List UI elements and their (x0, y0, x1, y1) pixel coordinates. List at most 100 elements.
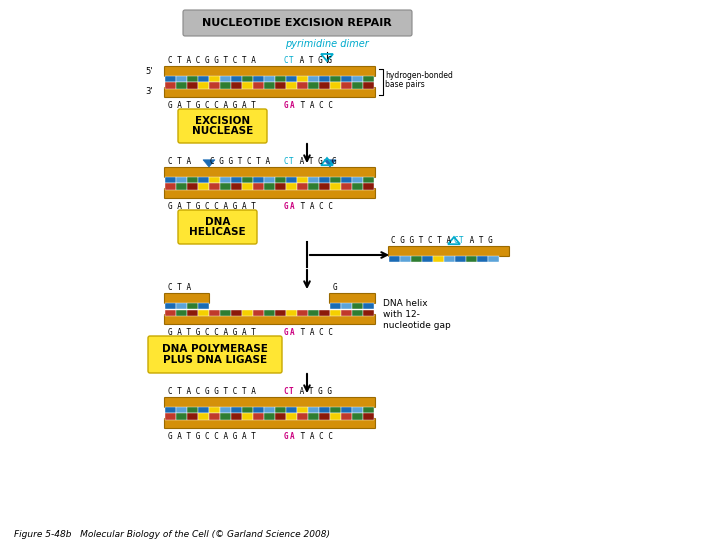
Bar (308, 413, 318, 420)
Bar (231, 76, 241, 82)
Bar (176, 183, 186, 190)
Text: NUCLEOTIDE EXCISION REPAIR: NUCLEOTIDE EXCISION REPAIR (202, 18, 392, 28)
Bar (364, 183, 374, 190)
FancyBboxPatch shape (330, 294, 376, 303)
Text: base pairs: base pairs (385, 80, 425, 89)
Text: A: A (290, 328, 294, 337)
Bar (341, 407, 351, 413)
Bar (166, 177, 176, 183)
Bar (287, 413, 297, 420)
Bar (330, 407, 341, 413)
Bar (341, 183, 351, 190)
Bar (319, 177, 330, 183)
Bar (330, 183, 341, 190)
Bar (275, 183, 286, 190)
Bar (341, 82, 351, 89)
Bar (364, 76, 374, 82)
Bar (166, 82, 176, 89)
Bar (176, 82, 186, 89)
Bar (341, 302, 351, 308)
Bar (364, 82, 374, 89)
Text: G: G (284, 328, 289, 337)
Text: A: A (290, 432, 294, 441)
Text: C: C (453, 236, 458, 245)
Bar (231, 407, 241, 413)
Text: Figure 5-48b   Molecular Biology of the Cell (© Garland Science 2008): Figure 5-48b Molecular Biology of the Ce… (14, 530, 330, 539)
Text: C: C (283, 56, 287, 65)
Bar (287, 309, 297, 315)
Bar (390, 255, 400, 261)
Bar (319, 309, 330, 315)
Bar (264, 407, 274, 413)
Bar (187, 413, 197, 420)
Bar (198, 302, 209, 308)
Text: A T G G: A T G G (295, 56, 332, 65)
Bar (187, 407, 197, 413)
FancyBboxPatch shape (164, 87, 376, 98)
Bar (253, 407, 264, 413)
Bar (341, 309, 351, 315)
Text: T: T (459, 236, 464, 245)
Bar (319, 407, 330, 413)
Text: PLUS DNA LIGASE: PLUS DNA LIGASE (163, 355, 267, 365)
Text: G: G (333, 283, 338, 292)
Bar (253, 76, 264, 82)
Bar (330, 302, 341, 308)
Bar (220, 82, 230, 89)
Bar (287, 183, 297, 190)
Bar (187, 76, 197, 82)
Bar (275, 309, 286, 315)
Bar (319, 413, 330, 420)
Bar (400, 255, 410, 261)
FancyBboxPatch shape (164, 66, 376, 77)
Bar (455, 255, 466, 261)
Text: C T A C G G T C T A: C T A C G G T C T A (168, 387, 261, 396)
Bar (308, 82, 318, 89)
Bar (297, 309, 307, 315)
Bar (411, 255, 421, 261)
Bar (220, 413, 230, 420)
Bar (176, 407, 186, 413)
Bar (220, 407, 230, 413)
Bar (297, 76, 307, 82)
Bar (308, 309, 318, 315)
Bar (297, 177, 307, 183)
Bar (330, 177, 341, 183)
Bar (364, 413, 374, 420)
FancyBboxPatch shape (164, 294, 210, 303)
Bar (220, 309, 230, 315)
Text: C: C (283, 387, 287, 396)
Text: 3': 3' (145, 87, 153, 97)
Bar (352, 82, 362, 89)
FancyBboxPatch shape (148, 336, 282, 373)
Bar (243, 177, 253, 183)
Text: A T G: A T G (465, 236, 492, 245)
Bar (187, 183, 197, 190)
FancyBboxPatch shape (164, 188, 376, 199)
Text: EXCISION: EXCISION (195, 116, 250, 126)
Bar (253, 82, 264, 89)
Text: G A T G C C A G A T: G A T G C C A G A T (168, 432, 261, 441)
Bar (166, 309, 176, 315)
Bar (308, 407, 318, 413)
Bar (264, 82, 274, 89)
Bar (352, 309, 362, 315)
Bar (467, 255, 477, 261)
Bar (352, 177, 362, 183)
Text: hydrogen-bonded: hydrogen-bonded (385, 71, 453, 80)
Text: DNA: DNA (204, 217, 230, 227)
Text: A: A (290, 202, 294, 211)
Bar (198, 82, 209, 89)
Bar (477, 255, 487, 261)
Bar (297, 82, 307, 89)
Text: pyrimidine dimer: pyrimidine dimer (285, 39, 369, 49)
Bar (352, 302, 362, 308)
Text: A T G: A T G (295, 157, 323, 166)
Bar (187, 302, 197, 308)
Bar (210, 82, 220, 89)
Bar (176, 177, 186, 183)
Bar (287, 407, 297, 413)
Bar (287, 82, 297, 89)
Bar (220, 177, 230, 183)
Text: T A C C: T A C C (296, 101, 333, 110)
